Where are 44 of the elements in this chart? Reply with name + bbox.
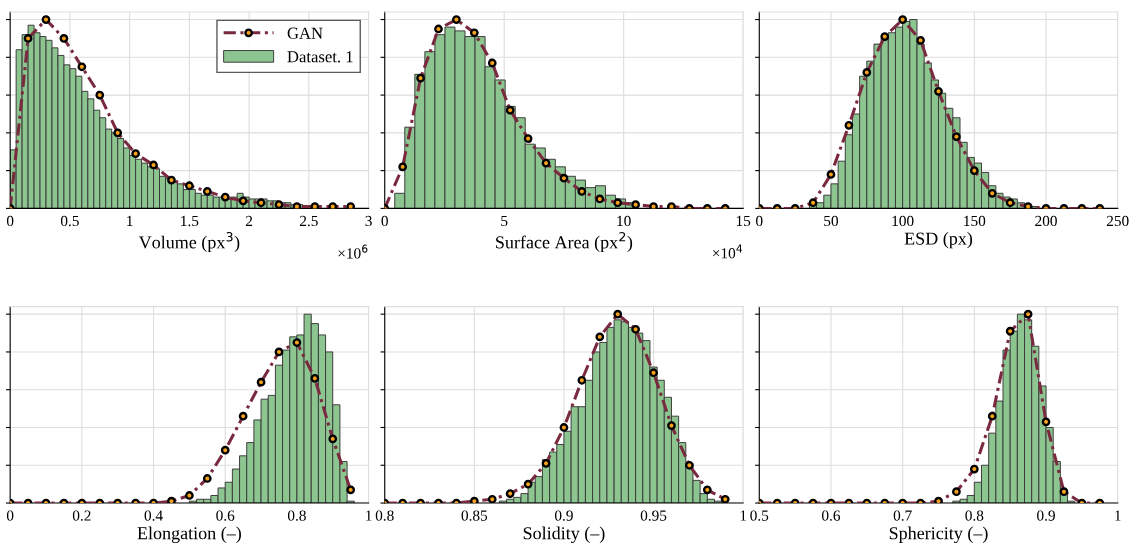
x-axis-title: Elongation (–) — [137, 526, 241, 544]
x-tick-label: 0 — [381, 215, 388, 227]
x-tick-label: 0.9 — [554, 510, 573, 521]
x-tick-label: 0.95 — [640, 510, 667, 521]
text: ×10$^{4}$ — [713, 244, 743, 259]
x-tick-label: 0.8 — [287, 510, 306, 521]
x-tick-label: 250 — [1106, 215, 1129, 227]
x-tick-label: 0 — [756, 215, 763, 227]
x-tick-label: 1 — [366, 510, 372, 521]
x-tick-label: 1 — [740, 510, 747, 521]
x-tick-label: 5 — [501, 215, 508, 227]
x-tick-label: 0.4 — [144, 510, 163, 521]
x-tick-label: 0.8 — [375, 510, 394, 521]
x-tick-label: 0.2 — [72, 510, 91, 521]
x-tick-label: 0.5 — [750, 510, 769, 521]
text: ×10$^{6}$ — [338, 244, 368, 259]
x-tick-label: 2.5 — [299, 215, 318, 227]
x-tick-label: 10 — [617, 215, 631, 227]
x-tick-label: 0.85 — [461, 510, 488, 521]
x-axis-title: ESD (px) — [904, 231, 973, 249]
x-tick-label: 200 — [1035, 215, 1057, 227]
x-axis-title: Surface Area (px$^{2}$) — [496, 231, 633, 253]
x-tick-label: 150 — [964, 215, 986, 227]
x-tick-label: 0.9 — [1037, 510, 1055, 521]
x-tick-label: 0.7 — [893, 510, 912, 521]
x-tick-label: 1.5 — [181, 215, 199, 227]
x-tick-label: 1 — [1115, 510, 1121, 521]
x-tick-label: 0.8 — [965, 510, 984, 521]
x-tick-label: 0 — [6, 215, 14, 227]
x-tick-label: 2 — [245, 215, 253, 226]
x-tick-label: 0 — [6, 510, 14, 521]
x-axis-title: Solidity (–) — [523, 526, 605, 544]
x-axis-title: Volume (px$^{3}$) — [138, 231, 240, 253]
x-tick-label: 0.6 — [216, 510, 235, 521]
x-tick-label: 1 — [127, 215, 133, 226]
x-tick-label: 0.5 — [60, 215, 79, 227]
x-tick-label: 0.6 — [822, 510, 841, 521]
x-tick-label: 15 — [736, 215, 751, 227]
legend-label: Dataset. 1 — [287, 51, 353, 63]
x-axis-title: Sphericity (–) — [889, 526, 988, 544]
x-tick-label: 100 — [892, 215, 914, 227]
x-tick-label: 3 — [365, 215, 372, 227]
legend-label: GAN — [287, 27, 323, 39]
x-tick-label: 50 — [824, 215, 839, 227]
